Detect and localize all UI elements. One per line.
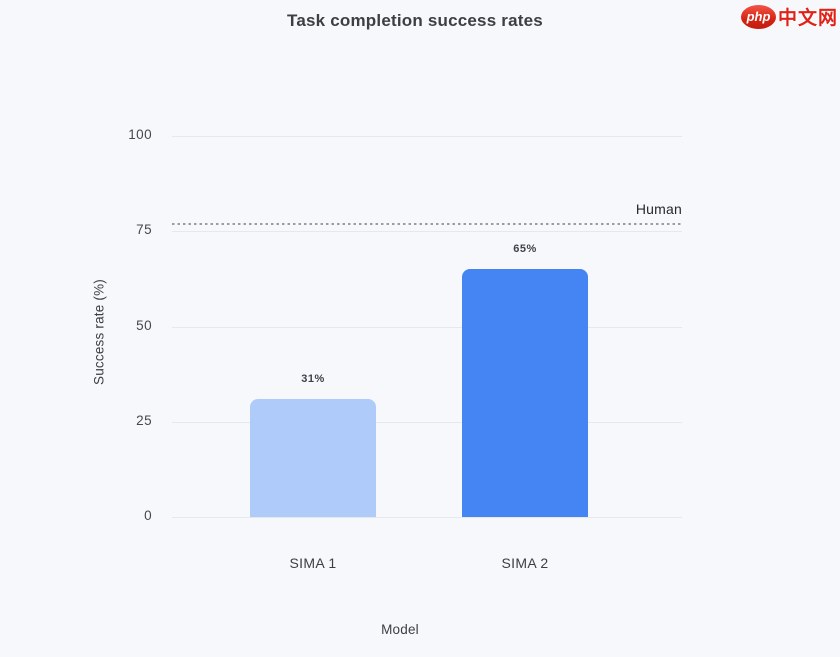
- php-cn-watermark-link[interactable]: php 中文网: [740, 3, 838, 30]
- chart-plot-area: Human 31% 65%: [172, 136, 682, 518]
- human-reference-line: [172, 222, 682, 225]
- gridline-25: [172, 422, 682, 423]
- y-tick-label-25: 25: [136, 412, 152, 428]
- php-logo-icon: php: [740, 4, 776, 29]
- chart-title: Task completion success rates: [287, 11, 543, 30]
- bar-value-label-sima-2: 65%: [513, 243, 537, 256]
- y-tick-label-75: 75: [136, 222, 152, 238]
- y-tick-label-0: 0: [144, 508, 152, 523]
- human-reference-label: Human: [635, 200, 682, 217]
- bar-sima-1: [250, 398, 376, 517]
- gridline-75: [172, 231, 682, 232]
- x-tick-label-sima-1: SIMA 1: [289, 555, 337, 571]
- x-tick-label-sima-2: SIMA 2: [501, 555, 549, 571]
- y-tick-label-100: 100: [128, 127, 152, 142]
- bar-sima-2: [462, 269, 588, 517]
- site-name-text: 中文网: [777, 8, 838, 29]
- gridline-50: [172, 327, 682, 328]
- y-tick-label-50: 50: [136, 317, 152, 333]
- gridline-100: [172, 136, 682, 137]
- x-axis-title: Model: [381, 622, 419, 637]
- gridline-0: [172, 517, 682, 518]
- bar-value-label-sima-1: 31%: [301, 372, 325, 385]
